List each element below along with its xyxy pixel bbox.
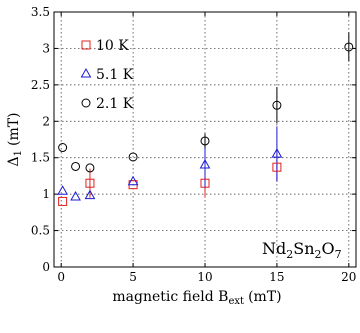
x-tick-label: 5 <box>129 270 137 284</box>
data-point-5-1-k <box>199 158 211 169</box>
y-axis-label: Δ1 (mT) <box>6 112 24 166</box>
y-tick-label: 1.5 <box>31 151 50 165</box>
legend-label-5-1-k: 5.1 K <box>96 67 134 83</box>
data-point-2-1-k <box>200 136 210 146</box>
data-point-10-k <box>85 178 95 188</box>
legend-marker-2-1-k <box>81 98 91 108</box>
data-point-2-1-k <box>85 163 95 173</box>
x-axis-label-unit: (mT) <box>248 289 282 305</box>
x-tick-label: 15 <box>269 270 284 284</box>
tick-labels: 0 5 10 15 20 0 0.5 1 1.5 2 2.5 3 3.5 <box>31 5 357 284</box>
y-tick-label: 0.5 <box>31 224 50 238</box>
legend-label-2-1-k: 2.1 K <box>96 96 134 112</box>
data-point-2-1-k <box>128 152 138 162</box>
plot-frame <box>53 11 357 268</box>
y-tick-label: 2 <box>42 114 50 128</box>
y-axis-label-unit: (mT) <box>6 112 22 146</box>
y-tick-label: 2.5 <box>31 78 50 92</box>
x-tick-label: 10 <box>197 270 212 284</box>
y-tick-label: 0 <box>42 260 50 274</box>
data-point-2-1-k <box>344 42 354 52</box>
x-axis-label-main: magnetic field B <box>112 289 228 305</box>
legend-label-10-k: 10 K <box>96 38 129 54</box>
annotation-text: Sn <box>293 239 314 258</box>
x-tick-label: 0 <box>57 270 65 284</box>
x-axis-label-sub: ext <box>228 296 244 307</box>
data-point-5-1-k <box>127 175 139 186</box>
legend-marker-5-1-k <box>80 67 92 78</box>
y-tick-label: 1 <box>42 187 50 201</box>
x-tick-label: 20 <box>341 270 356 284</box>
legend: 10 K 5.1 K 2.1 K <box>80 38 134 112</box>
x-axis-label: magnetic field Bext (mT) <box>112 289 281 307</box>
data-point-10-k <box>58 196 68 206</box>
y-axis-label-sub: 1 <box>13 150 24 156</box>
data-point-10-k <box>272 162 282 172</box>
annotation-subscript: 2 <box>315 248 322 261</box>
data-point-5-1-k <box>271 148 283 158</box>
data-point-2-1-k <box>272 100 282 110</box>
compound-annotation: Nd2Sn2O7 <box>262 239 342 261</box>
y-axis-label-main: Δ <box>6 156 22 166</box>
annotation-text: Nd <box>262 239 286 258</box>
annotation-subscript: 2 <box>286 248 293 261</box>
data-point-5-1-k <box>57 185 68 195</box>
annotation-subscript: 7 <box>335 248 342 261</box>
y-tick-label: 3.5 <box>31 5 50 19</box>
y-tick-label: 3 <box>42 41 50 55</box>
error-bars <box>89 32 350 198</box>
data-point-2-1-k <box>71 161 81 171</box>
annotation-text: O <box>322 239 335 258</box>
data-markers <box>57 42 354 206</box>
legend-marker-10-k <box>81 40 91 50</box>
data-point-5-1-k <box>70 191 81 201</box>
grid <box>54 11 356 268</box>
data-point-10-k <box>200 178 210 188</box>
data-point-2-1-k <box>58 143 68 153</box>
data-point-5-1-k <box>84 189 96 200</box>
